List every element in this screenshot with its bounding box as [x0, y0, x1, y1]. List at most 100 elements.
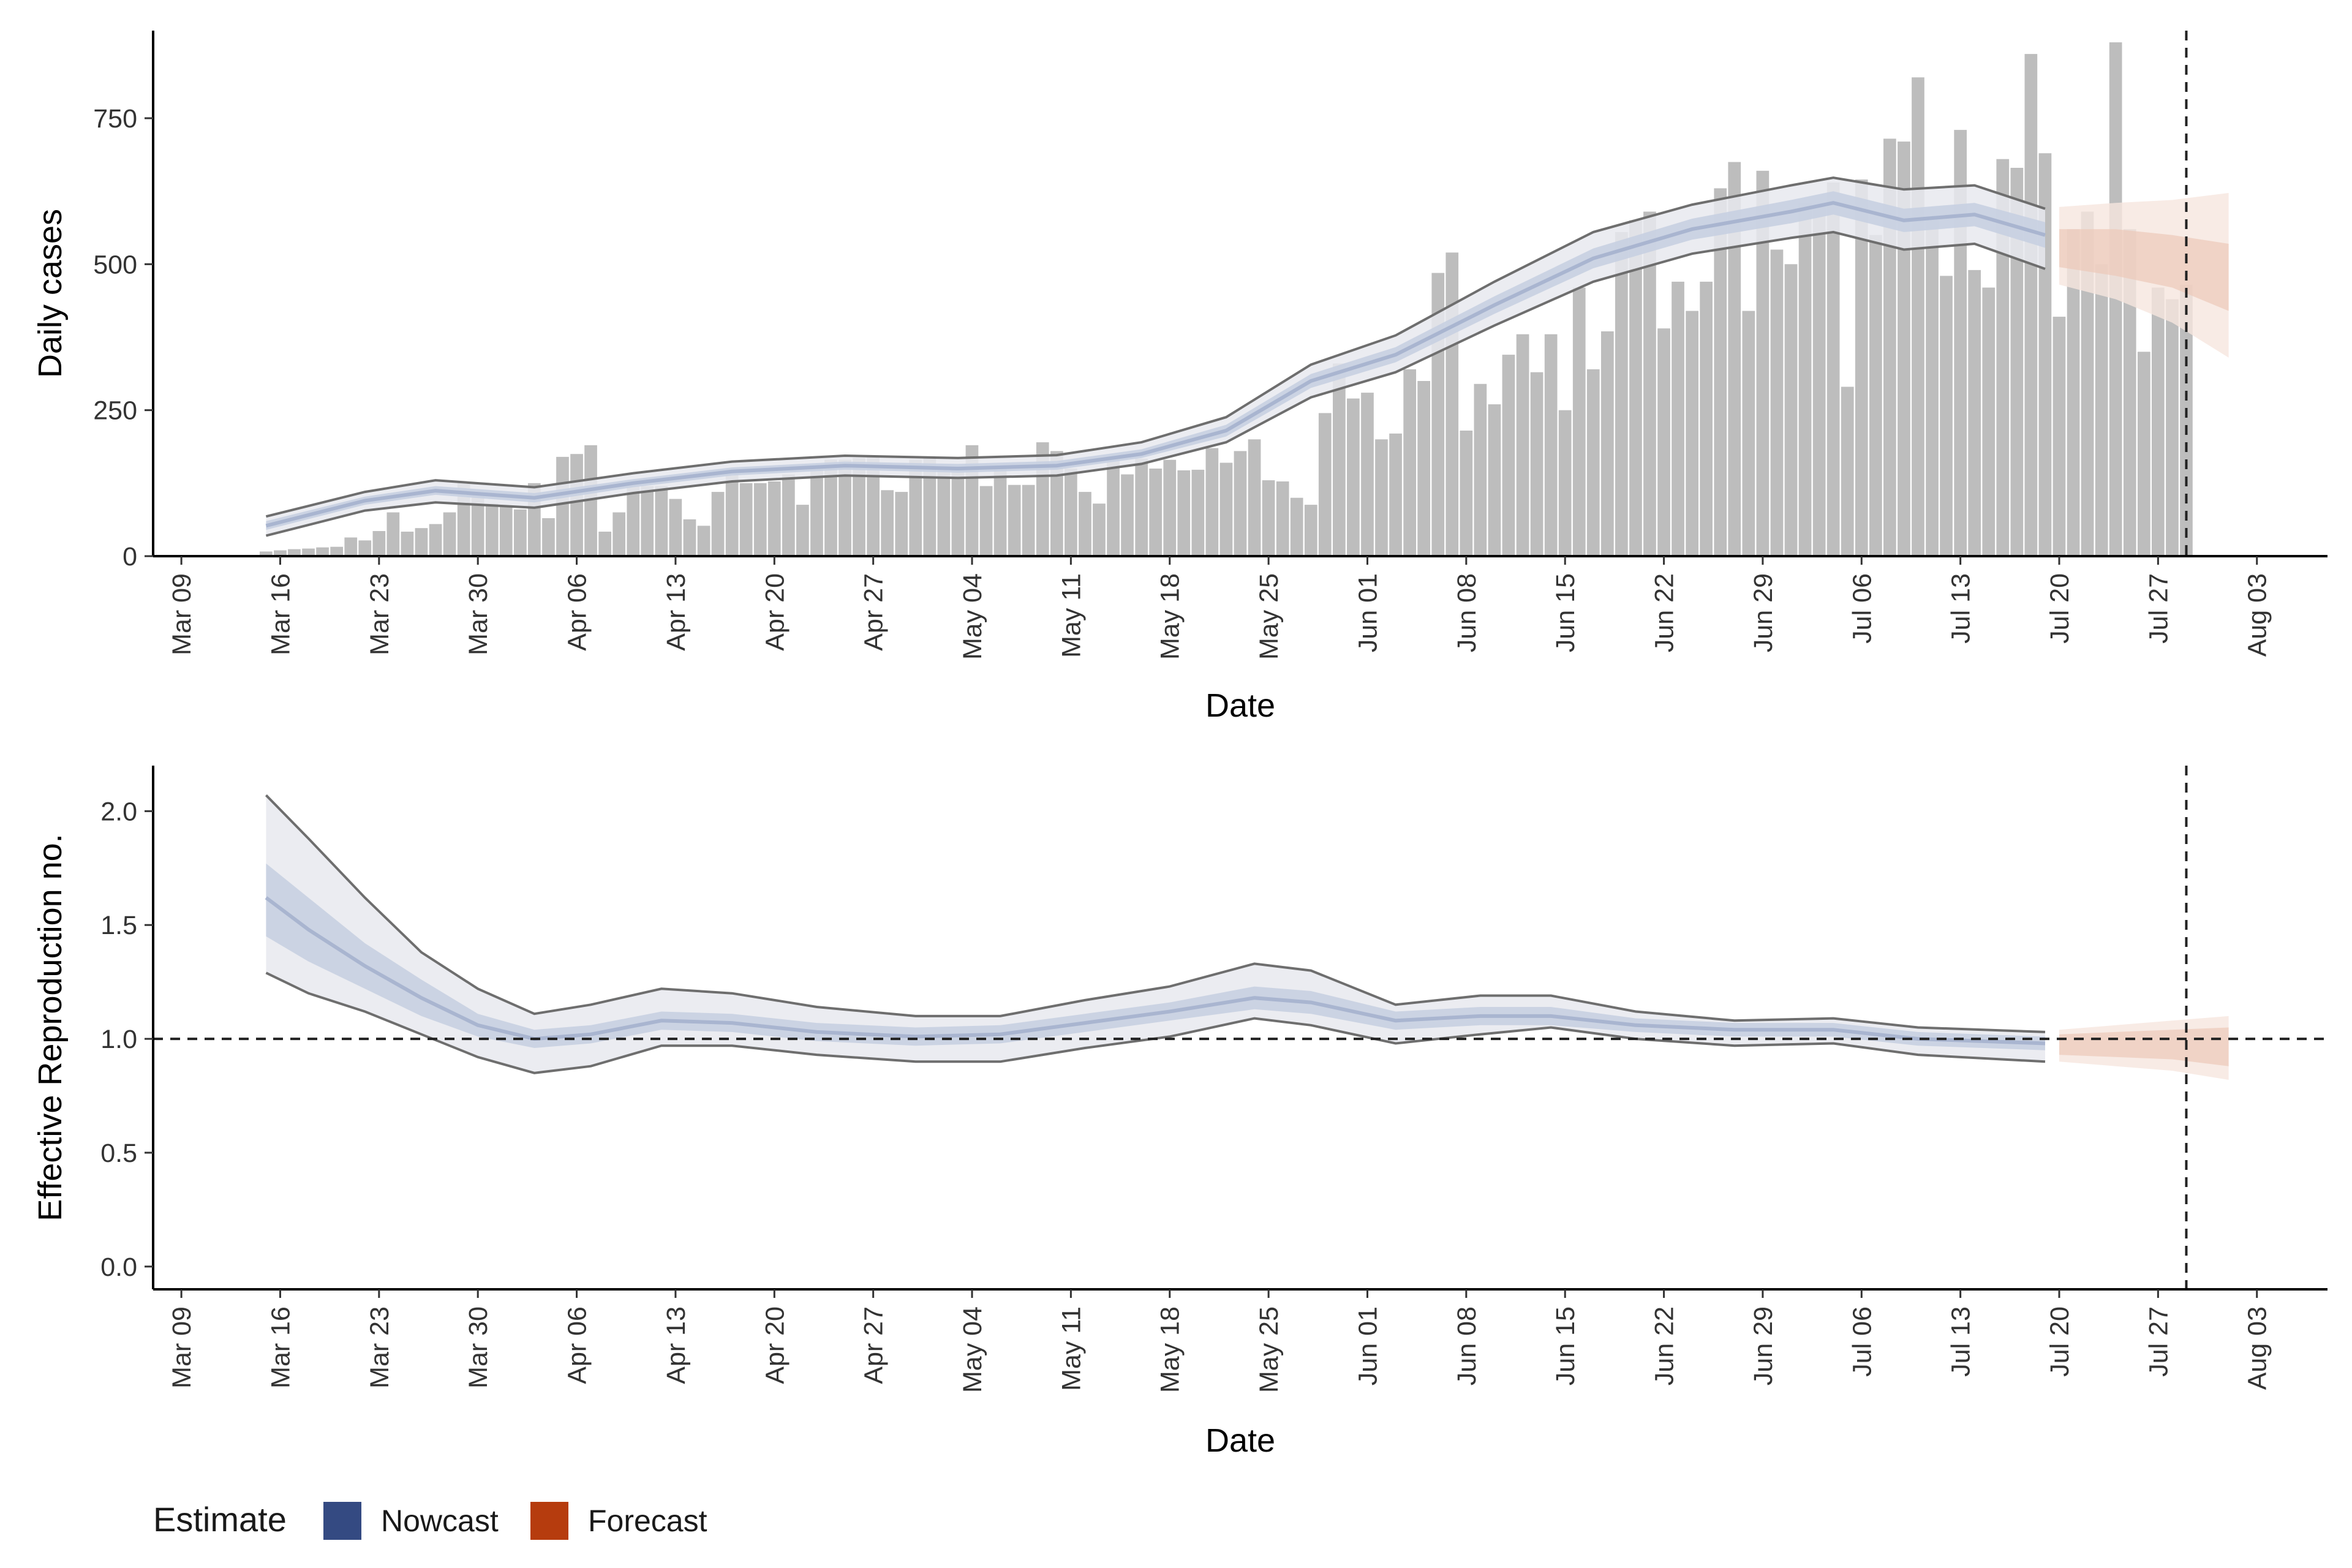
- case-bar: [1460, 431, 1473, 556]
- case-bar: [1121, 474, 1134, 556]
- x-tick-label: Jul 20: [2045, 573, 2075, 644]
- case-bar: [1558, 410, 1572, 556]
- case-bar: [1756, 170, 1770, 556]
- x-tick-label: Apr 20: [760, 573, 790, 651]
- x-tick-label: Apr 13: [662, 573, 691, 651]
- case-bar: [1361, 393, 1374, 556]
- x-tick-label: Jul 06: [1847, 573, 1877, 644]
- case-bar: [1586, 369, 1600, 556]
- y-tick-label: 0.5: [100, 1139, 137, 1168]
- case-bar: [471, 492, 484, 556]
- case-bar: [2095, 264, 2108, 556]
- x-tick-label: Mar 09: [167, 1306, 197, 1389]
- x-tick-label: Jun 22: [1650, 573, 1679, 652]
- case-bar: [344, 537, 358, 556]
- case-bar: [1318, 413, 1332, 556]
- case-bar: [1375, 439, 1388, 556]
- case-bar: [584, 445, 597, 556]
- case-bar: [1770, 249, 1784, 556]
- x-tick-label: Apr 27: [859, 1306, 889, 1384]
- x-tick-label: Mar 09: [167, 573, 197, 655]
- x-tick-label: Mar 30: [464, 573, 493, 655]
- x-tick-label: Apr 27: [859, 573, 889, 651]
- case-bar: [542, 518, 555, 556]
- case-bar: [1304, 505, 1317, 556]
- x-tick-label: Jun 01: [1353, 573, 1382, 652]
- case-bar: [1855, 179, 1868, 557]
- case-bar: [1234, 451, 1247, 556]
- case-bar: [1149, 469, 1162, 556]
- forecast-legend-label: Forecast: [588, 1504, 707, 1538]
- nowcast-median-line: [265, 896, 2046, 1046]
- case-bar: [302, 548, 315, 556]
- case-bar: [429, 524, 442, 556]
- case-bar: [1629, 220, 1642, 556]
- case-bar: [514, 509, 527, 556]
- x-tick-label: Apr 06: [563, 1306, 592, 1384]
- case-bar: [993, 466, 1007, 556]
- case-bar: [386, 512, 400, 556]
- case-bar: [895, 492, 908, 556]
- case-bar: [1742, 311, 1755, 556]
- nowcast-legend-swatch: [323, 1502, 361, 1540]
- x-tick-label: Jun 08: [1452, 573, 1482, 652]
- case-bar: [1700, 281, 1713, 556]
- x-tick-label: Apr 20: [760, 1306, 790, 1384]
- case-bar: [1869, 235, 1882, 556]
- case-bar: [1262, 480, 1275, 556]
- case-bar: [1798, 203, 1812, 556]
- case-bar: [556, 456, 569, 556]
- y-tick-label: 1.5: [100, 911, 137, 940]
- case-bar: [2052, 317, 2066, 556]
- case-bar: [1643, 211, 1656, 556]
- y-tick-label: 500: [93, 250, 137, 279]
- case-bar: [1446, 252, 1459, 556]
- cases-panel: 0 250 500 750 Mar 09 Mar 16 Mar 23 Mar 30 Apr 06…: [32, 31, 2328, 724]
- case-bar: [288, 549, 301, 556]
- case-bar: [2152, 287, 2165, 556]
- case-bar: [2067, 229, 2080, 557]
- case-bar: [1544, 334, 1558, 556]
- x-tick-label: Aug 03: [2243, 573, 2272, 657]
- case-bar: [570, 454, 583, 556]
- case-bar: [2123, 229, 2136, 557]
- case-bar: [697, 526, 710, 556]
- case-bar: [641, 486, 654, 556]
- x-tick-label: Jul 13: [1947, 573, 1976, 644]
- case-bar: [1065, 469, 1077, 556]
- x-tick-label: Jun 15: [1551, 1306, 1580, 1385]
- x-tick-label: May 18: [1156, 1306, 1185, 1393]
- case-bar: [1205, 448, 1219, 556]
- case-bar: [1177, 470, 1191, 556]
- case-bar: [1191, 469, 1205, 556]
- nowcast-lower-bound-line: [265, 230, 2046, 537]
- case-bar: [810, 469, 823, 556]
- x-tick-label: Jul 13: [1947, 1306, 1976, 1377]
- x-tick-label: Apr 13: [662, 1306, 691, 1384]
- case-bar: [260, 551, 273, 556]
- case-bar: [2166, 299, 2179, 556]
- case-bar: [485, 503, 499, 556]
- case-bar: [1657, 328, 1670, 556]
- x-tick-label: May 25: [1254, 1306, 1284, 1393]
- forecast-ci50-ribbon: [2059, 1027, 2229, 1066]
- nowcast-ci90-ribbon: [266, 795, 2046, 1073]
- case-bar: [655, 486, 668, 556]
- x-tick-label: Aug 03: [2243, 1306, 2272, 1390]
- case-bar: [2081, 211, 2094, 556]
- x-tick-label: May 25: [1254, 573, 1284, 660]
- reproduction-panel: 0.0 0.5 1.0 1.5 2.0 Mar 09 Mar 16 Mar 23 Mar 30 A…: [32, 766, 2328, 1459]
- case-bar: [2024, 54, 2038, 557]
- x-tick-label: Apr 06: [563, 573, 592, 651]
- case-bar: [1219, 462, 1233, 556]
- case-bar: [979, 486, 993, 556]
- case-bar: [767, 481, 781, 556]
- nowcast-upper-bound-line: [265, 794, 2046, 1033]
- x-tick-label: Mar 23: [365, 573, 394, 655]
- y-tick-label: 250: [93, 396, 137, 426]
- case-bar: [1050, 451, 1063, 556]
- x-tick-label: Jul 06: [1847, 1306, 1877, 1377]
- x-tick-label: Jun 29: [1749, 573, 1778, 652]
- y-tick-label: 2.0: [100, 797, 137, 826]
